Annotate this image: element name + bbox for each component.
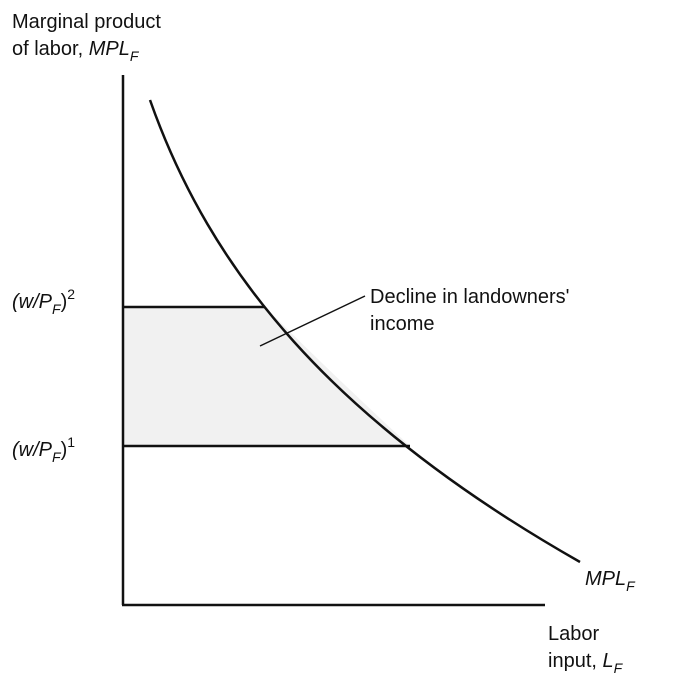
annotation-pointer <box>259 295 366 347</box>
annotation: income <box>370 313 434 335</box>
x-axis-label: Labor <box>548 623 599 645</box>
annotation-line: Decline in landowners' <box>370 286 569 308</box>
wage-label: (w/PF)1 <box>12 434 75 465</box>
paren: ) <box>61 439 68 461</box>
symbol: MPL <box>585 568 626 590</box>
symbol: L <box>602 650 613 672</box>
x-axis-label-line: input, <box>548 650 602 672</box>
curve-label: MPLF <box>585 568 636 594</box>
paren: ) <box>61 291 68 313</box>
subscript: F <box>614 660 624 676</box>
mpl-curve <box>148 99 581 564</box>
shaded-area <box>123 307 410 446</box>
x-axis-label-line: Labor <box>548 623 599 645</box>
annotation-line: income <box>370 313 434 335</box>
y-axis-label: Marginal product <box>12 11 161 33</box>
y-axis-label: of labor, MPLF <box>12 38 140 64</box>
annotation: Decline in landowners' <box>370 286 569 308</box>
superscript: 2 <box>67 286 75 302</box>
symbol: MPL <box>89 38 130 60</box>
subscript: F <box>52 301 62 317</box>
wage-label: (w/PF)2 <box>12 286 75 317</box>
wage-symbol: (w/P <box>12 439 53 461</box>
subscript: F <box>130 48 140 64</box>
wage-symbol: (w/P <box>12 291 53 313</box>
superscript: 1 <box>67 434 75 450</box>
x-axis-label: input, LF <box>548 650 624 676</box>
subscript: F <box>52 449 62 465</box>
y-axis-label-line: Marginal product <box>12 11 161 33</box>
subscript: F <box>626 578 636 594</box>
y-axis-label-line: of labor, <box>12 38 89 60</box>
